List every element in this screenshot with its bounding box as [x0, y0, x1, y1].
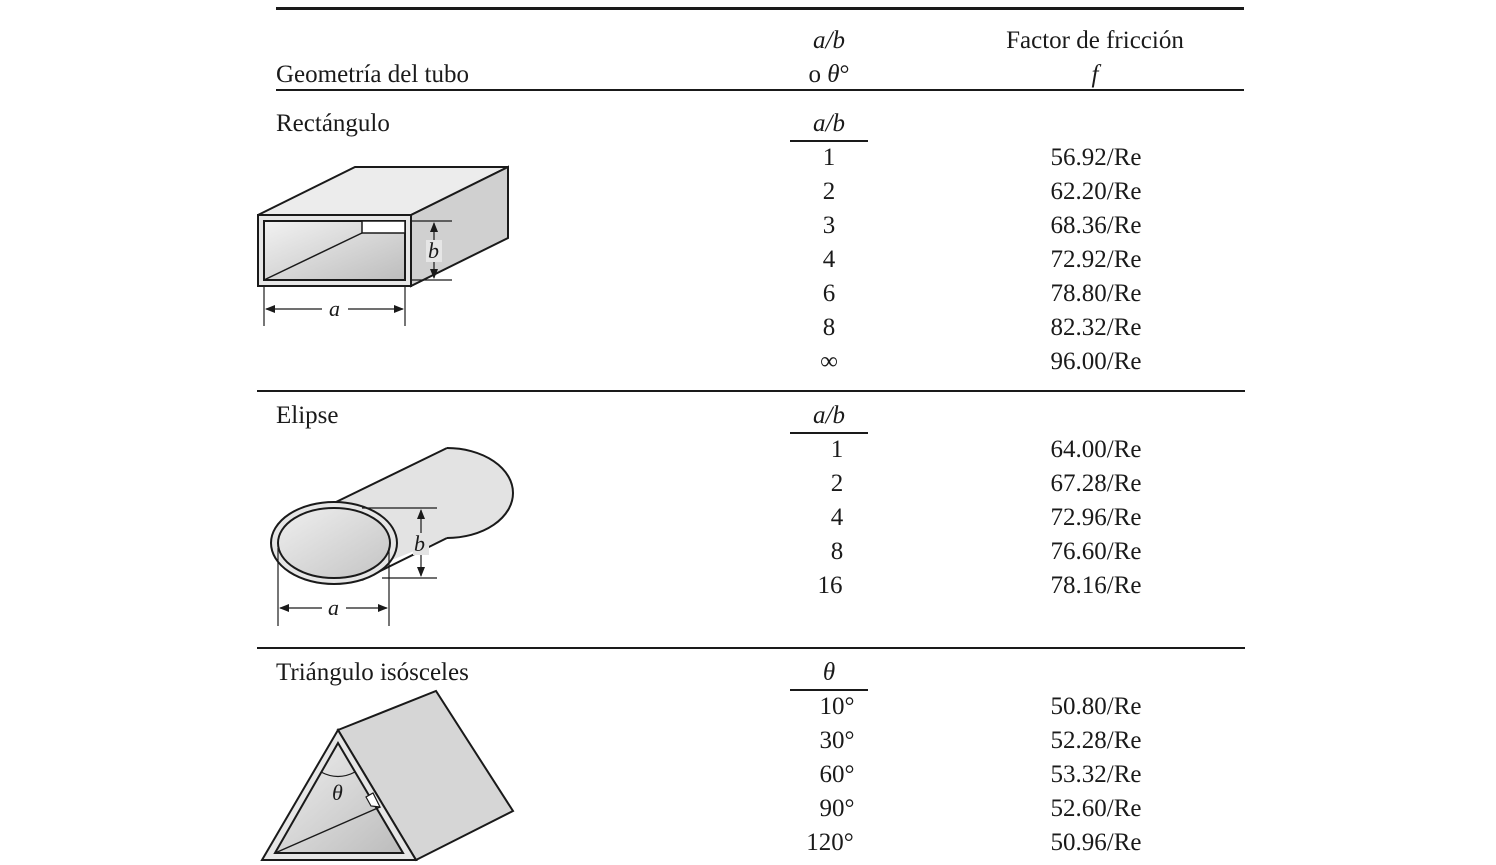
- param-value: ∞: [820, 348, 838, 375]
- dim-a-label: a: [328, 595, 339, 620]
- section-title: Rectángulo: [276, 110, 390, 137]
- friction-value: 72.96/Re: [1050, 504, 1142, 531]
- friction-value: 67.28/Re: [1050, 470, 1142, 497]
- param-value: 8: [830, 538, 844, 565]
- param-header: θ: [790, 660, 868, 691]
- param-value: 4: [830, 504, 844, 531]
- param-value: 2: [830, 470, 844, 497]
- friction-value: 68.36/Re: [1050, 212, 1142, 239]
- rectangular-duct-figure: b a: [257, 165, 509, 326]
- param-value: 3: [822, 212, 836, 239]
- param-value: 1: [830, 436, 844, 463]
- dim-b-label: b: [414, 531, 425, 556]
- friction-value: 78.16/Re: [1050, 572, 1142, 599]
- elliptical-duct-figure: b a: [270, 447, 514, 626]
- friction-value: 72.92/Re: [1050, 246, 1142, 273]
- header-ratio-line1: a/b: [813, 27, 845, 54]
- param-value: 120°: [806, 829, 854, 856]
- friction-value: 64.00/Re: [1050, 436, 1142, 463]
- friction-value: 53.32/Re: [1050, 761, 1142, 788]
- param-value: 2: [822, 178, 836, 205]
- param-header: a/b: [790, 403, 868, 434]
- dim-b-label: b: [428, 238, 439, 263]
- param-value: 4: [822, 246, 836, 273]
- param-value: 1: [822, 144, 836, 171]
- friction-value: 76.60/Re: [1050, 538, 1142, 565]
- header-geometry-label: Geometría del tubo: [276, 61, 469, 88]
- param-value: 30°: [819, 727, 855, 754]
- friction-value: 50.96/Re: [1050, 829, 1142, 856]
- param-value: 6: [822, 280, 836, 307]
- friction-value: 52.60/Re: [1050, 795, 1142, 822]
- param-value: 90°: [819, 795, 855, 822]
- header-friction-line2: f: [1091, 61, 1099, 88]
- param-value: 10°: [819, 693, 855, 720]
- friction-value: 96.00/Re: [1050, 348, 1142, 375]
- friction-value: 52.28/Re: [1050, 727, 1142, 754]
- friction-value: 78.80/Re: [1050, 280, 1142, 307]
- header-ratio-line2: o θ°: [808, 61, 850, 88]
- section-divider-2: [257, 647, 1245, 649]
- param-header: a/b: [790, 111, 868, 142]
- friction-value: 50.80/Re: [1050, 693, 1142, 720]
- dim-theta-label: θ: [332, 780, 343, 805]
- table-top-rule: [276, 7, 1244, 10]
- friction-value: 56.92/Re: [1050, 144, 1142, 171]
- param-value: 16: [817, 572, 843, 599]
- friction-value: 82.32/Re: [1050, 314, 1142, 341]
- triangular-duct-figure: θ: [260, 689, 515, 862]
- section-divider-1: [257, 390, 1245, 392]
- param-value: 60°: [819, 761, 855, 788]
- section-title: Elipse: [276, 402, 339, 429]
- friction-value: 62.20/Re: [1050, 178, 1142, 205]
- header-friction-line1: Factor de fricción: [1006, 27, 1184, 54]
- param-value: 8: [822, 314, 836, 341]
- dim-a-label: a: [329, 296, 340, 321]
- section-title: Triángulo isósceles: [276, 659, 469, 686]
- header-bottom-rule: [276, 89, 1244, 91]
